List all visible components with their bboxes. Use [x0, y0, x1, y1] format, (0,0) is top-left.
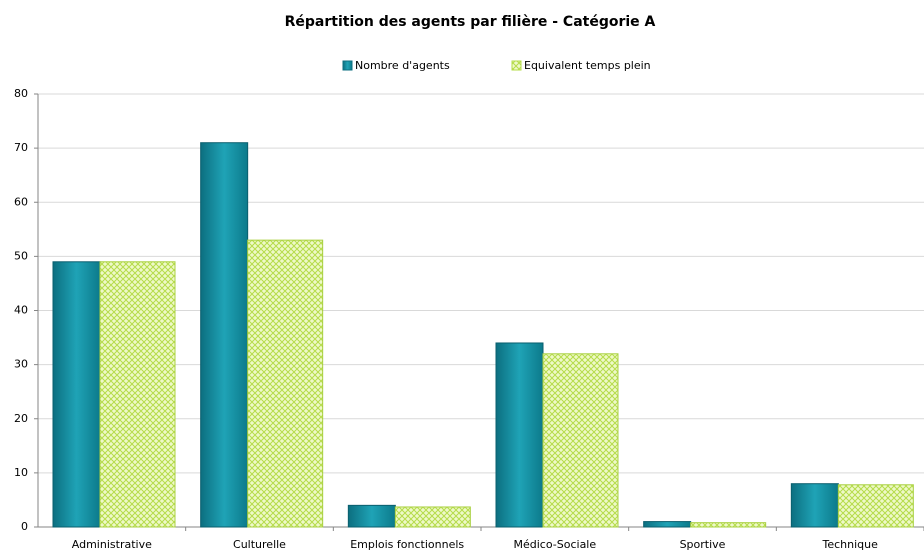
chart-title: Répartition des agents par filière - Cat… [285, 14, 656, 30]
bar [52, 261, 101, 528]
y-tick-label: 30 [14, 358, 28, 371]
x-tick-label: Technique [821, 538, 878, 550]
y-tick-label: 50 [14, 249, 28, 262]
bar [347, 504, 396, 528]
y-tick-label: 0 [21, 520, 28, 533]
bar [790, 483, 839, 528]
bar [837, 484, 914, 528]
y-tick-label: 80 [14, 87, 28, 100]
legend-swatch [511, 60, 522, 71]
y-tick-label: 20 [14, 412, 28, 425]
bar [542, 353, 619, 528]
y-tick-label: 40 [14, 304, 28, 317]
x-tick-label: Culturelle [233, 538, 286, 550]
bar [247, 239, 324, 528]
legend-swatch [342, 60, 353, 71]
bar [690, 522, 767, 528]
y-tick-label: 60 [14, 195, 28, 208]
bar [495, 342, 544, 528]
x-tick-label: Emplois fonctionnels [350, 538, 464, 550]
bar [99, 261, 176, 528]
y-tick-label: 70 [14, 141, 28, 154]
x-tick-label: Sportive [680, 538, 726, 550]
bar [643, 521, 692, 528]
bar [394, 506, 471, 528]
x-tick-label: Administrative [72, 538, 152, 550]
x-tick-label: Médico-Sociale [514, 538, 597, 550]
legend-label: Equivalent temps plein [524, 59, 651, 72]
legend-label: Nombre d'agents [355, 59, 450, 72]
y-tick-label: 10 [14, 466, 28, 479]
bar [200, 142, 249, 528]
